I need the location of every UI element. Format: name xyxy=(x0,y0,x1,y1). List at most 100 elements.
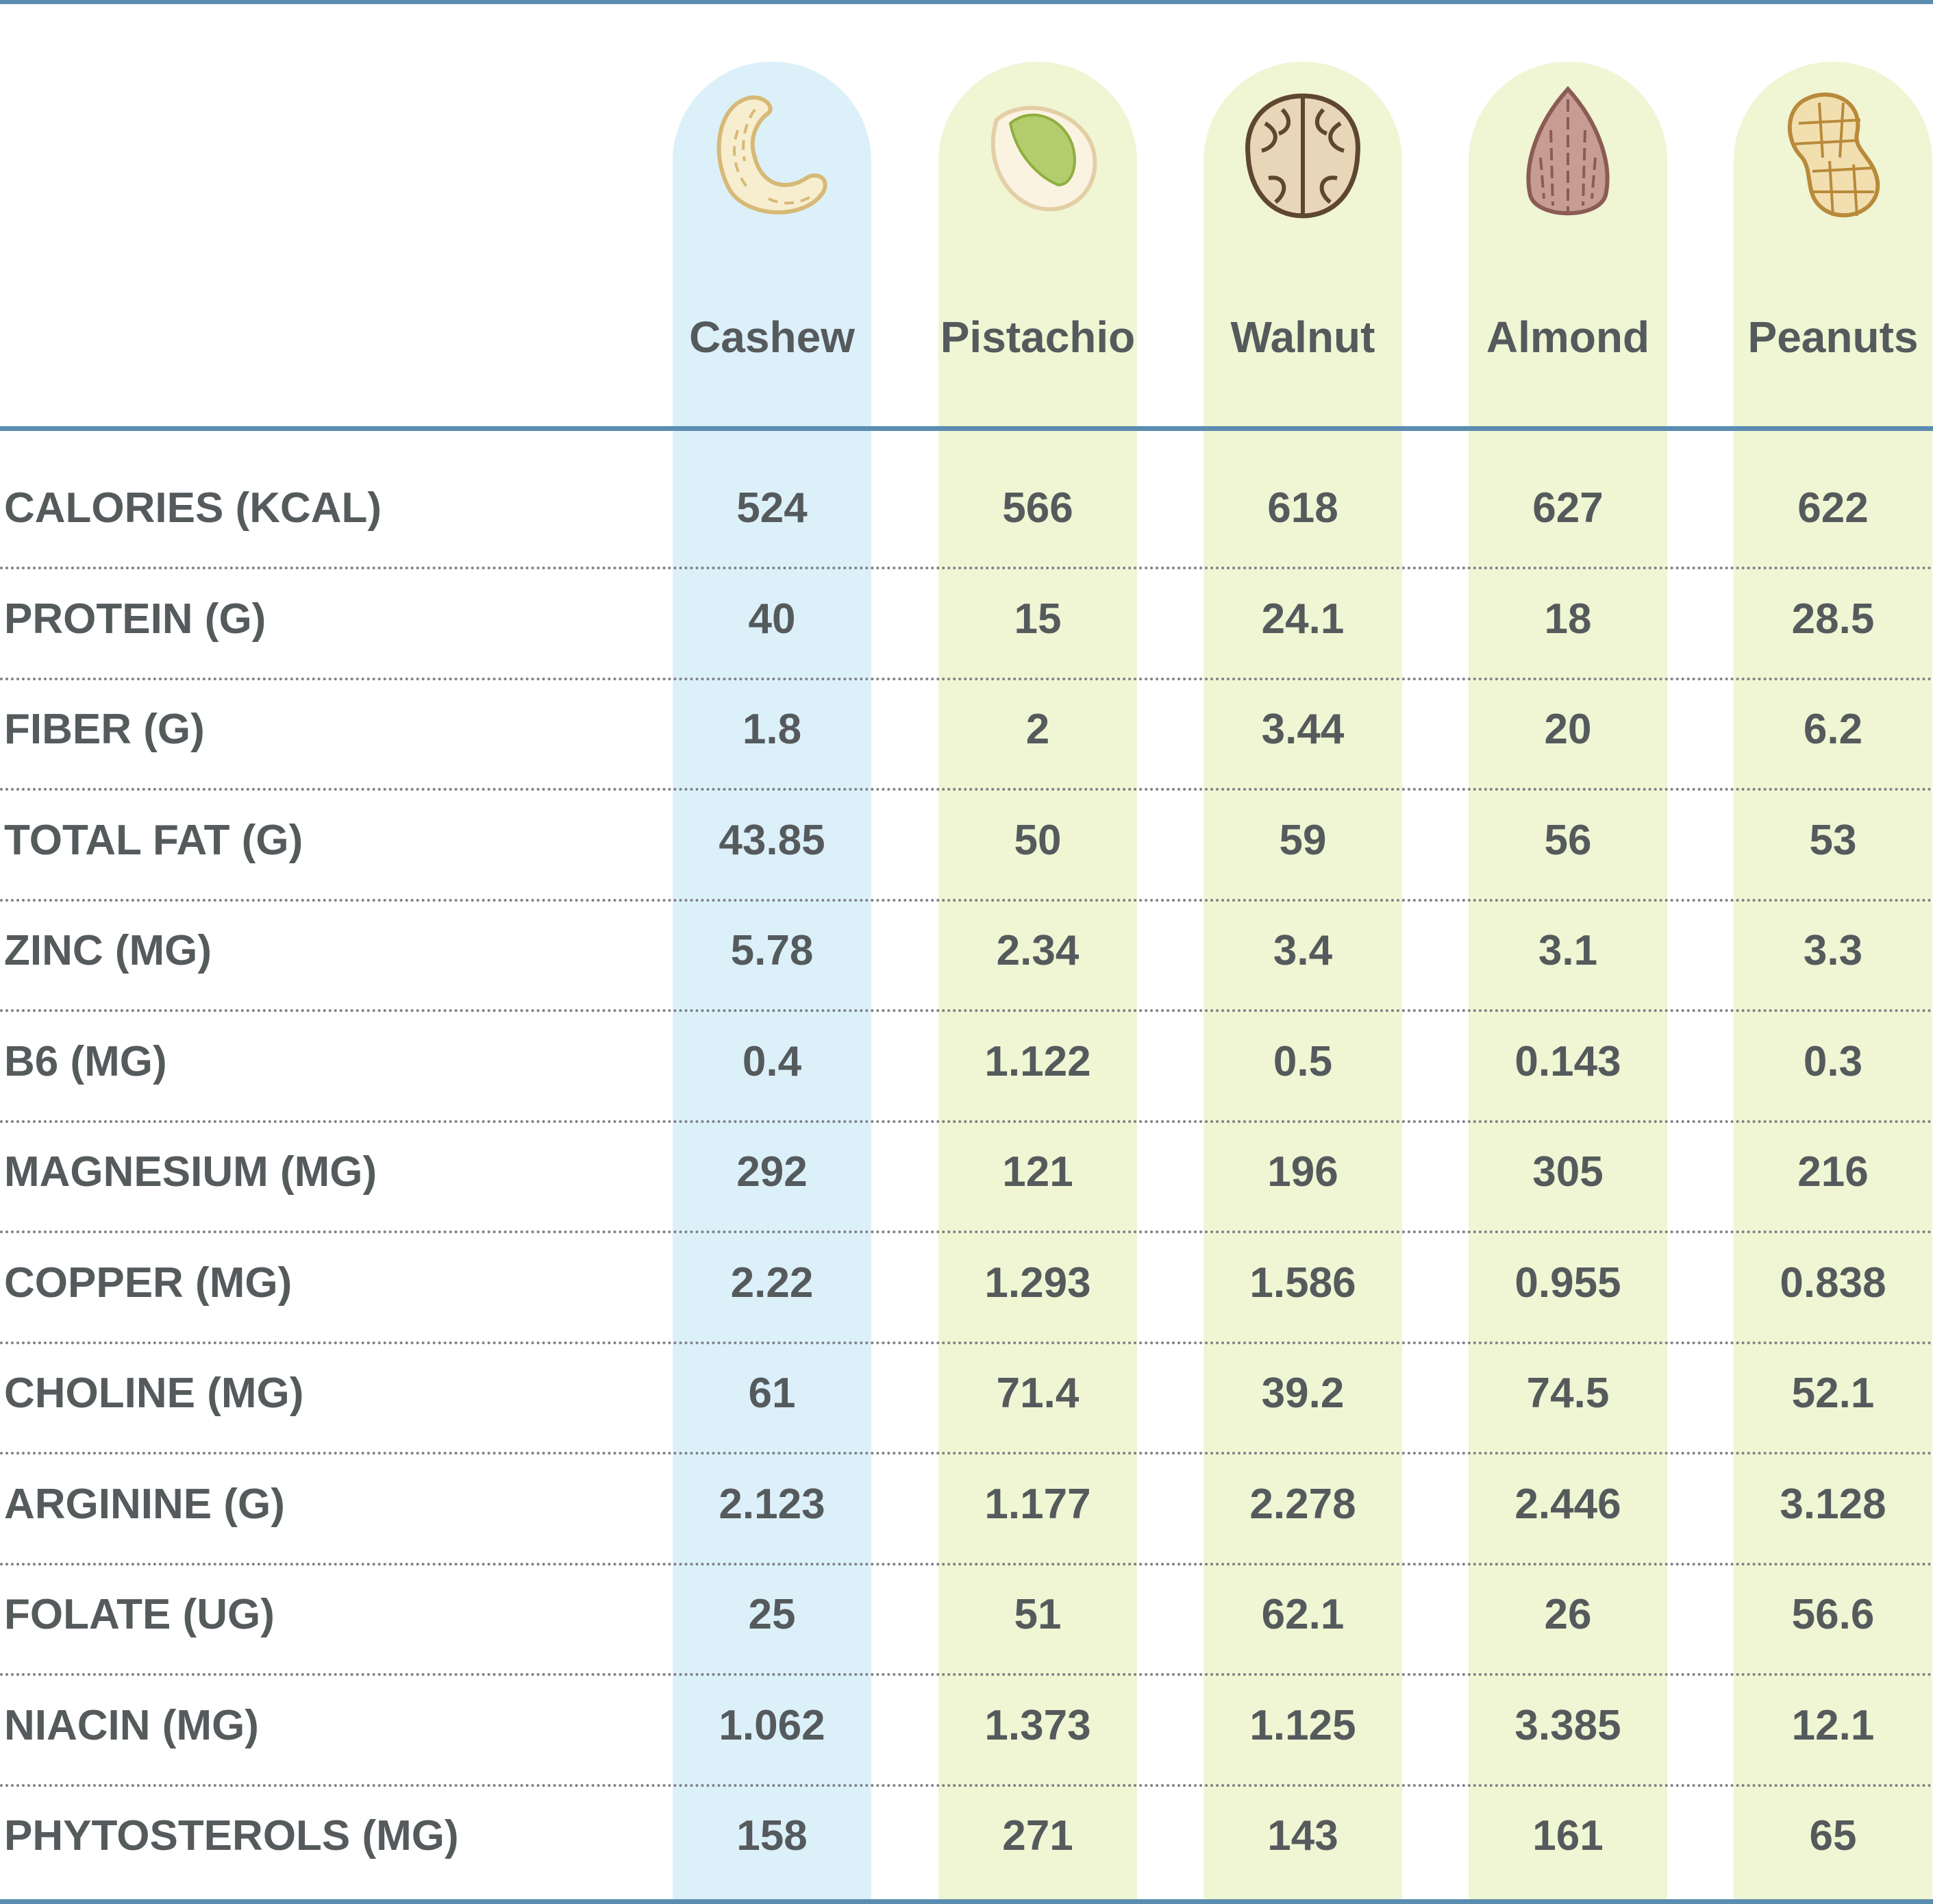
table-cell: 2.446 xyxy=(1514,1480,1621,1528)
top-rule xyxy=(0,0,1933,4)
header-rule xyxy=(0,426,1933,431)
bottom-rule xyxy=(0,1899,1933,1904)
column-background-almond xyxy=(1469,62,1667,1899)
table-cell: 158 xyxy=(736,1812,808,1859)
table-cell: 61 xyxy=(748,1370,796,1417)
table-cell: 2.34 xyxy=(996,927,1080,974)
table-cell: 26 xyxy=(1544,1591,1592,1638)
table-cell: 39.2 xyxy=(1261,1370,1345,1417)
table-cell: 0.838 xyxy=(1780,1259,1886,1307)
table-cell: 56 xyxy=(1544,816,1592,864)
peanut-icon xyxy=(1764,82,1901,226)
table-cell: 1.125 xyxy=(1249,1701,1356,1749)
table-cell: 43.85 xyxy=(719,816,825,864)
row-label: PHYTOSTEROLS (MG) xyxy=(4,1812,459,1859)
table-cell: 3.3 xyxy=(1803,927,1863,974)
pistachio-icon xyxy=(969,82,1106,226)
row-divider xyxy=(0,1009,1933,1012)
cashew-icon xyxy=(703,82,840,226)
row-label: ARGININE (G) xyxy=(4,1480,285,1528)
table-cell: 5.78 xyxy=(730,927,814,974)
row-divider xyxy=(0,567,1933,569)
table-cell: 1.293 xyxy=(984,1259,1091,1307)
table-cell: 271 xyxy=(1002,1812,1073,1859)
row-label: PROTEIN (G) xyxy=(4,595,266,643)
table-cell: 0.955 xyxy=(1514,1259,1621,1307)
row-label: B6 (MG) xyxy=(4,1037,167,1085)
column-header: Pistachio xyxy=(940,312,1136,362)
row-divider xyxy=(0,1231,1933,1233)
walnut-icon xyxy=(1234,82,1371,226)
row-divider xyxy=(0,1673,1933,1676)
table-cell: 71.4 xyxy=(996,1370,1080,1417)
row-divider xyxy=(0,899,1933,902)
almond-icon xyxy=(1499,82,1636,226)
table-cell: 28.5 xyxy=(1791,595,1875,643)
row-divider xyxy=(0,678,1933,680)
table-cell: 618 xyxy=(1267,484,1338,532)
row-label: NIACIN (MG) xyxy=(4,1701,259,1749)
table-cell: 1.8 xyxy=(742,706,802,753)
table-cell: 0.143 xyxy=(1514,1037,1621,1085)
table-cell: 292 xyxy=(736,1148,808,1196)
table-cell: 2.278 xyxy=(1249,1480,1356,1528)
row-label: CALORIES (KCAL) xyxy=(4,484,382,532)
table-cell: 53 xyxy=(1809,816,1857,864)
table-cell: 143 xyxy=(1267,1812,1338,1859)
table-cell: 2.22 xyxy=(730,1259,814,1307)
table-cell: 3.128 xyxy=(1780,1480,1886,1528)
column-background-pistachio xyxy=(938,62,1137,1899)
table-cell: 627 xyxy=(1532,484,1604,532)
table-cell: 0.5 xyxy=(1273,1037,1333,1085)
row-label: TOTAL FAT (G) xyxy=(4,816,303,864)
table-cell: 20 xyxy=(1544,706,1592,753)
table-cell: 25 xyxy=(748,1591,796,1638)
table-cell: 121 xyxy=(1002,1148,1073,1196)
row-divider xyxy=(0,1120,1933,1123)
table-cell: 59 xyxy=(1279,816,1327,864)
table-cell: 3.44 xyxy=(1261,706,1345,753)
column-background-cashew xyxy=(673,62,871,1899)
table-cell: 622 xyxy=(1797,484,1869,532)
row-label: FIBER (G) xyxy=(4,706,205,753)
row-label: CHOLINE (MG) xyxy=(4,1370,304,1417)
table-cell: 51 xyxy=(1014,1591,1062,1638)
table-cell: 15 xyxy=(1014,595,1062,643)
row-divider xyxy=(0,1563,1933,1566)
table-cell: 3.385 xyxy=(1514,1701,1621,1749)
table-cell: 24.1 xyxy=(1261,595,1345,643)
table-cell: 196 xyxy=(1267,1148,1338,1196)
column-header: Walnut xyxy=(1230,312,1375,362)
row-divider xyxy=(0,788,1933,791)
table-cell: 161 xyxy=(1532,1812,1604,1859)
table-cell: 52.1 xyxy=(1791,1370,1875,1417)
column-header: Almond xyxy=(1486,312,1650,362)
row-label: MAGNESIUM (MG) xyxy=(4,1148,377,1196)
table-cell: 40 xyxy=(748,595,796,643)
column-header: Cashew xyxy=(689,312,855,362)
column-background-peanuts xyxy=(1734,62,1932,1899)
table-cell: 566 xyxy=(1002,484,1073,532)
row-label: ZINC (MG) xyxy=(4,927,212,974)
row-label: FOLATE (UG) xyxy=(4,1591,275,1638)
table-cell: 74.5 xyxy=(1526,1370,1610,1417)
column-background-walnut xyxy=(1204,62,1402,1899)
table-cell: 1.373 xyxy=(984,1701,1091,1749)
table-cell: 6.2 xyxy=(1803,706,1863,753)
table-cell: 3.1 xyxy=(1538,927,1598,974)
table-cell: 305 xyxy=(1532,1148,1604,1196)
table-cell: 1.586 xyxy=(1249,1259,1356,1307)
row-divider xyxy=(0,1784,1933,1787)
table-cell: 18 xyxy=(1544,595,1592,643)
table-cell: 62.1 xyxy=(1261,1591,1345,1638)
table-cell: 3.4 xyxy=(1273,927,1333,974)
row-label: COPPER (MG) xyxy=(4,1259,292,1307)
table-cell: 2 xyxy=(1025,706,1050,753)
table-cell: 65 xyxy=(1809,1812,1857,1859)
table-cell: 524 xyxy=(736,484,808,532)
column-header: Peanuts xyxy=(1747,312,1919,362)
table-cell: 2.123 xyxy=(719,1480,825,1528)
table-cell: 1.122 xyxy=(984,1037,1091,1085)
table-cell: 56.6 xyxy=(1791,1591,1875,1638)
row-divider xyxy=(0,1452,1933,1455)
